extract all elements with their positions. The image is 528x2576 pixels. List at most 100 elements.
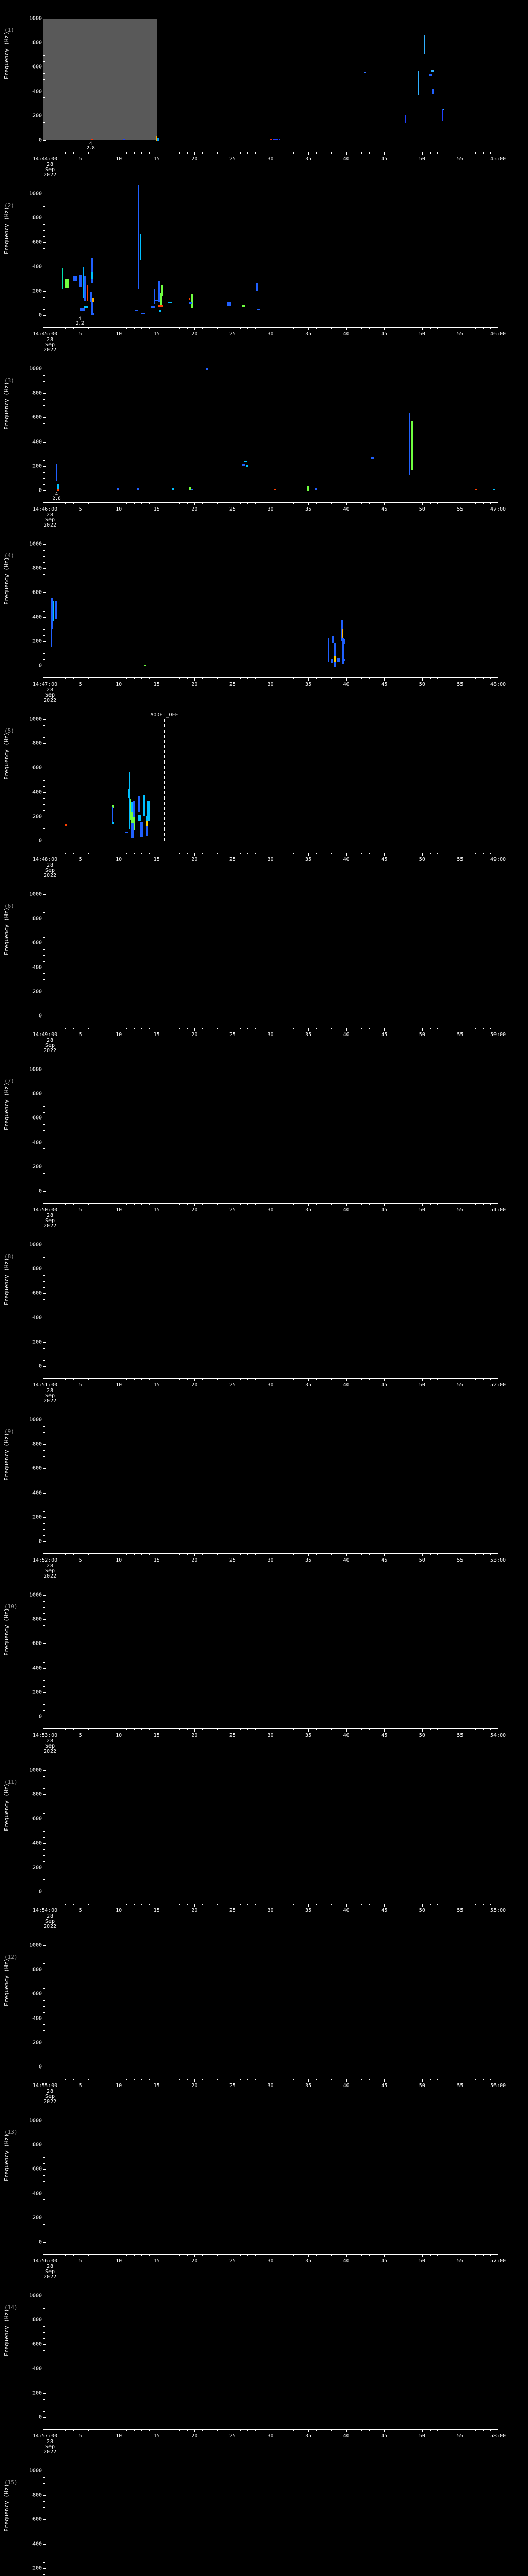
x-tick-label: 40 xyxy=(343,1557,350,1563)
x-tick-label: 5 xyxy=(79,506,82,512)
x-tick-major xyxy=(194,152,195,155)
x-tick-label: 5 xyxy=(79,1557,82,1563)
x-tick-minor xyxy=(134,1028,135,1029)
y-tick-label: 0 xyxy=(38,1714,42,1720)
x-tick-minor xyxy=(316,1553,317,1555)
whistle-contour xyxy=(151,306,156,308)
spectrogram-panel[interactable]: (5) Frequency (Hz) AODET_OFF 0 200 400 600 800 1… xyxy=(0,707,528,882)
spectrogram-panel[interactable]: (2) Frequency (Hz) 0 200 400 600 800 1000 4 2.2 1… xyxy=(0,181,528,357)
x-tick-label: 10 xyxy=(116,1557,122,1563)
spectrogram-panel[interactable]: (11) Frequency (Hz) 0 200 400 600 800 1000 14:54… xyxy=(0,1758,528,1933)
spectrogram-panel[interactable]: (6) Frequency (Hz) 0 200 400 600 800 1000 14:49:… xyxy=(0,882,528,1057)
x-tick-label: 40 xyxy=(343,1733,350,1738)
spectrogram-panel[interactable]: (4) Frequency (Hz) 0 200 400 600 800 1000 14:47:… xyxy=(0,532,528,707)
x-tick-label: 50 xyxy=(419,331,425,337)
x-tick-label: 30 xyxy=(267,506,274,512)
y-tick-label: 200 xyxy=(32,814,42,820)
x-tick-label: 40 xyxy=(343,2433,350,2439)
spectrogram-panel[interactable]: (3) Frequency (Hz) 0 200 400 600 800 1000 4 2.8 1… xyxy=(0,357,528,532)
y-tick-label: 0 xyxy=(38,1538,42,1545)
x-tick-minor xyxy=(202,1553,203,1555)
x-tick-label: 55 xyxy=(457,1908,464,1913)
x-tick-label: 45 xyxy=(381,331,388,337)
spectrogram-panel[interactable]: (1) Frequency (Hz) 0 200 400 600 800 1000 4 2.8 1… xyxy=(0,6,528,181)
x-tick-label: 45 xyxy=(381,682,388,687)
y-tick-major xyxy=(43,1668,46,1669)
x-tick-label: 15 xyxy=(153,857,160,862)
x-tick-minor xyxy=(331,2254,332,2256)
spectrogram-panel[interactable]: (7) Frequency (Hz) 0 200 400 600 800 1000 14:50:… xyxy=(0,1057,528,1232)
spectrogram-panel[interactable]: (10) Frequency (Hz) 0 200 400 600 800 1000 14:53… xyxy=(0,1583,528,1758)
spectrogram-panel[interactable]: (13) Frequency (Hz) 0 200 400 600 800 1000 14:56… xyxy=(0,2108,528,2283)
x-tick-major xyxy=(422,1378,423,1381)
x-axis-line xyxy=(43,677,498,681)
x-tick-major xyxy=(308,677,309,681)
y-tick-minor xyxy=(43,1112,45,1113)
x-tick-minor xyxy=(134,2254,135,2256)
date-stack-label: 28 Sep 2022 xyxy=(44,1388,57,1404)
y-tick-label: 0 xyxy=(38,1889,42,1895)
y-tick-minor xyxy=(43,1130,45,1131)
x-tick-major xyxy=(346,1028,347,1031)
x-tick-minor xyxy=(490,1378,491,1380)
y-tick-minor xyxy=(43,1625,45,1626)
x-tick-major xyxy=(194,327,195,330)
x-tick-minor xyxy=(240,1378,241,1380)
x-tick-minor xyxy=(134,502,135,504)
x-tick-label: 40 xyxy=(343,1908,350,1913)
x-tick-major xyxy=(346,1728,347,1732)
x-tick-label: 5 xyxy=(79,1032,82,1038)
x-tick-label: 35 xyxy=(305,1032,312,1038)
x-axis-line xyxy=(43,1728,498,1732)
spectrogram-panel[interactable]: (9) Frequency (Hz) 0 200 400 600 800 1000 14:52:… xyxy=(0,1408,528,1583)
y-tick-minor xyxy=(43,2562,45,2563)
whistle-contour xyxy=(144,664,146,666)
y-tick-minor xyxy=(43,55,45,56)
x-tick-label: 14:52:00 xyxy=(32,1557,58,1563)
x-tick-major xyxy=(422,2254,423,2257)
x-tick-label: 30 xyxy=(267,1557,274,1563)
spectrogram-panel[interactable]: (14) Frequency (Hz) 0 200 400 600 800 1000 14:57… xyxy=(0,2283,528,2459)
whistle-contour xyxy=(140,234,141,260)
x-tick-minor xyxy=(361,1203,362,1205)
x-tick-minor xyxy=(187,1904,188,1905)
x-tick-minor xyxy=(444,1553,446,1555)
y-tick-minor xyxy=(43,1287,45,1288)
x-tick-minor xyxy=(293,2429,294,2431)
x-tick-major xyxy=(384,502,385,505)
y-tick-minor xyxy=(43,979,45,980)
x-tick-minor xyxy=(331,1028,332,1029)
spectrogram-panel[interactable]: (15)Frequency (Hz)0200400600800100014:58… xyxy=(0,2459,528,2576)
x-tick-minor xyxy=(369,2254,370,2256)
spectrogram-panel[interactable]: (8) Frequency (Hz) 0 200 400 600 800 1000 14:51:… xyxy=(0,1232,528,1408)
x-tick-minor xyxy=(65,2079,67,2080)
x-tick-minor xyxy=(65,1203,67,1205)
x-tick-minor xyxy=(331,853,332,854)
spectrogram-panel[interactable]: (12) Frequency (Hz) 0 200 400 600 800 1000 14:55… xyxy=(0,1933,528,2108)
x-tick-minor xyxy=(437,502,438,504)
x-tick-label: 15 xyxy=(153,682,160,687)
x-tick-minor xyxy=(65,502,67,504)
y-axis-title: Frequency (Hz) xyxy=(3,2133,10,2181)
y-tick-label: 200 xyxy=(32,638,42,645)
y-tick-minor xyxy=(43,423,45,425)
whistle-contour xyxy=(242,305,245,308)
whistle-contour xyxy=(168,302,172,304)
x-tick-minor xyxy=(126,152,127,154)
y-tick-minor xyxy=(43,122,45,123)
